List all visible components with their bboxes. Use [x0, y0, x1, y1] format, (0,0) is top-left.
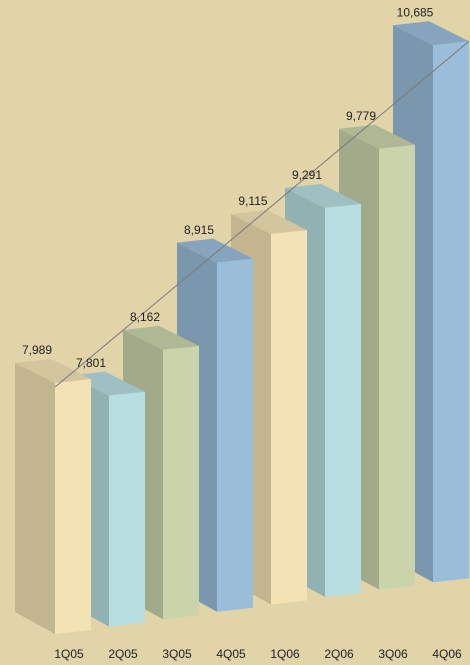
value-label: 7,801	[76, 356, 106, 370]
bar-top	[123, 325, 199, 350]
value-label: 8,915	[184, 223, 214, 237]
bar-top	[393, 21, 469, 46]
bar	[271, 229, 307, 605]
value-label: 8,162	[130, 310, 160, 324]
value-label: 7,989	[22, 343, 52, 357]
bar	[217, 258, 253, 612]
value-label: 9,779	[346, 109, 376, 123]
value-label: 9,291	[292, 168, 322, 182]
bar-side	[15, 363, 55, 634]
bar-top	[285, 183, 361, 208]
bar-top	[231, 209, 307, 234]
bar-top	[339, 124, 415, 149]
bar	[163, 345, 199, 620]
x-tick-label: 4Q06	[432, 647, 462, 661]
x-tick-label: 3Q05	[162, 647, 192, 661]
x-tick-label: 1Q05	[54, 647, 84, 661]
value-label: 10,685	[397, 5, 434, 19]
bar-top	[177, 238, 253, 263]
x-tick-label: 2Q06	[324, 647, 354, 661]
bar	[109, 391, 145, 627]
x-tick-label: 2Q05	[108, 647, 138, 661]
bar	[55, 379, 91, 634]
value-label: 9,115	[238, 194, 267, 208]
bar	[433, 41, 469, 583]
x-tick-label: 1Q06	[270, 647, 300, 661]
trend-line	[54, 40, 470, 388]
bar	[379, 144, 415, 590]
x-tick-label: 4Q05	[216, 647, 246, 661]
bar-top	[15, 359, 91, 384]
x-tick-label: 3Q06	[378, 647, 408, 661]
bar	[325, 203, 361, 597]
